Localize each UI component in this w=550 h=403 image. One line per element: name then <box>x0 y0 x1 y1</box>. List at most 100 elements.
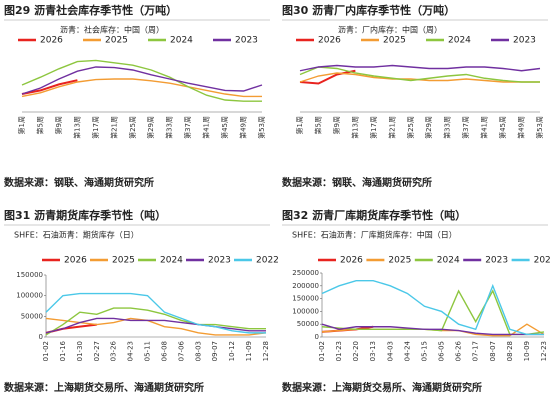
subtitle: 沥青：社会库存：中国（周） <box>60 25 164 35</box>
x-tick-label: 第37周 <box>183 116 192 139</box>
figure-title: 图32 沥青厂库期货库存季节性（吨） <box>282 208 466 222</box>
x-tick-label: 第53周 <box>257 116 266 139</box>
x-tick-label: 第5周 <box>35 116 44 134</box>
x-tick-label: 01-02 <box>42 341 50 361</box>
subtitle: SHFE：石油沥青：期货库存（日） <box>14 230 139 240</box>
legend-label: 2025 <box>383 36 406 46</box>
x-tick-label: 01-02 <box>318 341 326 361</box>
x-tick-label: 第25周 <box>128 116 137 139</box>
series-line <box>21 66 263 95</box>
x-tick-label: 11-09 <box>245 341 253 361</box>
legend-label: 2024 <box>160 256 183 266</box>
legend-label: 2022 <box>256 256 279 266</box>
legend-label: 2023 <box>208 256 231 266</box>
x-tick-label: 第33周 <box>165 116 174 139</box>
x-tick-label: 08-03 <box>194 341 202 361</box>
series-line <box>21 79 78 95</box>
series-line <box>45 307 266 336</box>
legend-label: 2024 <box>448 36 471 46</box>
x-tick-label: 第41周 <box>480 116 489 139</box>
y-tick-label: 0 <box>39 333 43 341</box>
series-line <box>321 279 544 336</box>
series-line <box>21 78 262 98</box>
x-tick-label: 06-08 <box>160 341 168 361</box>
series-line <box>321 323 544 336</box>
source: 数据来源：上海期货交易所、海通期货研究所 <box>4 381 204 394</box>
legend-label: 2024 <box>170 36 193 46</box>
x-tick-label: 第17周 <box>369 116 378 139</box>
x-tick-label: 06-26 <box>455 340 463 361</box>
source: 数据来源：钢联、海通期货研究所 <box>4 176 154 189</box>
x-tick-label: 01-23 <box>335 341 343 361</box>
x-tick-label: 07-17 <box>472 341 480 361</box>
x-tick-label: 第5周 <box>313 116 322 134</box>
x-tick-label: 第33周 <box>443 116 452 139</box>
x-tick-label: 第49周 <box>517 116 526 139</box>
legend-label: 2023 <box>235 36 258 46</box>
x-tick-label: 12-23 <box>540 341 548 361</box>
legend-label: 2023 <box>485 256 508 266</box>
y-tick-label: 150000 <box>292 295 319 303</box>
legend-label: 2024 <box>437 256 460 266</box>
legend-label: 2025 <box>105 36 128 46</box>
legend-label: 2025 <box>388 256 411 266</box>
figure-title: 图31 沥青期货库存季节性（吨） <box>4 208 166 222</box>
source: 数据来源：上海期货交易所、海通期货研究所 <box>282 381 482 394</box>
series-line <box>21 59 262 102</box>
y-tick-label: 250000 <box>292 269 319 277</box>
series-line <box>299 66 540 83</box>
x-tick-label: 09-07 <box>211 341 219 361</box>
x-tick-label: 第41周 <box>202 116 211 139</box>
x-tick-label: 第13周 <box>350 116 359 139</box>
legend-label: 2026 <box>340 256 363 266</box>
x-tick-label: 03-26 <box>110 340 118 361</box>
x-tick-label: 第9周 <box>332 116 341 134</box>
legend-label: 2025 <box>112 256 135 266</box>
x-tick-label: 07-06 <box>177 340 185 361</box>
x-tick-label: 04-03 <box>386 341 394 361</box>
y-tick-label: 150000 <box>16 271 43 279</box>
subtitle: SHFE：石油沥青：厂库期货库存：中国（日） <box>292 230 457 240</box>
x-tick-label: 05-11 <box>144 341 152 361</box>
x-tick-label: 01-16 <box>59 340 67 361</box>
x-tick-label: 10-09 <box>523 341 531 361</box>
y-tick-label: 50000 <box>297 320 319 328</box>
x-tick-label: 第29周 <box>424 116 433 139</box>
x-tick-label: 08-07 <box>489 341 497 361</box>
x-tick-label: 04-24 <box>403 340 411 361</box>
series-line <box>45 292 266 334</box>
x-tick-label: 08-28 <box>506 341 514 361</box>
legend-label: 2026 <box>40 36 63 46</box>
figure-title: 图30 沥青厂内库存季节性（万吨） <box>282 3 455 17</box>
x-tick-label: 第21周 <box>387 116 396 139</box>
legend-label: 2023 <box>513 36 536 46</box>
x-tick-label: 第25周 <box>406 116 415 139</box>
x-tick-label: 10-12 <box>228 341 236 361</box>
x-tick-label: 12-28 <box>262 341 270 361</box>
x-tick-label: 03-13 <box>369 341 377 361</box>
x-tick-label: 第49周 <box>239 116 248 139</box>
x-tick-label: 第13周 <box>72 116 81 139</box>
series-line <box>299 64 541 72</box>
x-tick-label: 第21周 <box>109 116 118 139</box>
x-tick-label: 02-27 <box>93 341 101 361</box>
x-tick-label: 第45周 <box>220 116 229 139</box>
subtitle: 沥青：厂内库存：中国（周） <box>338 25 442 35</box>
x-tick-label: 04-23 <box>127 341 135 361</box>
series-line <box>45 317 267 336</box>
legend-label: 2026 <box>64 256 87 266</box>
x-tick-label: 第1周 <box>17 116 26 134</box>
y-tick-label: 200000 <box>292 282 319 290</box>
y-tick-label: 100000 <box>292 307 319 315</box>
y-tick-label: 100000 <box>16 292 43 300</box>
legend-label: 2026 <box>318 36 341 46</box>
x-tick-label: 第37周 <box>461 116 470 139</box>
series-line <box>321 289 545 336</box>
x-tick-label: 01-30 <box>76 341 84 361</box>
x-tick-label: 第29周 <box>146 116 155 139</box>
x-tick-label: 第9周 <box>54 116 63 134</box>
legend-label: 2022 <box>534 256 550 266</box>
y-tick-label: 50000 <box>21 312 43 320</box>
x-tick-label: 第1周 <box>295 116 304 134</box>
